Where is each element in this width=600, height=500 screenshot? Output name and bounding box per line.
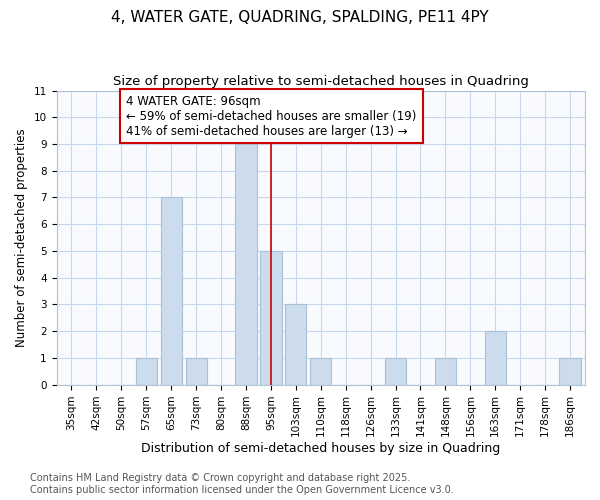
Bar <box>435 358 456 384</box>
Bar <box>385 358 406 384</box>
Text: 4 WATER GATE: 96sqm
← 59% of semi-detached houses are smaller (19)
41% of semi-d: 4 WATER GATE: 96sqm ← 59% of semi-detach… <box>127 94 417 138</box>
Y-axis label: Number of semi-detached properties: Number of semi-detached properties <box>15 128 28 347</box>
Bar <box>185 358 207 384</box>
Bar <box>559 358 581 384</box>
Bar <box>310 358 331 384</box>
Bar <box>285 304 307 384</box>
Bar <box>260 251 281 384</box>
Bar <box>485 331 506 384</box>
Bar <box>161 198 182 384</box>
Title: Size of property relative to semi-detached houses in Quadring: Size of property relative to semi-detach… <box>113 75 529 88</box>
Bar <box>136 358 157 384</box>
X-axis label: Distribution of semi-detached houses by size in Quadring: Distribution of semi-detached houses by … <box>141 442 500 455</box>
Bar <box>235 144 257 384</box>
Text: 4, WATER GATE, QUADRING, SPALDING, PE11 4PY: 4, WATER GATE, QUADRING, SPALDING, PE11 … <box>111 10 489 25</box>
Text: Contains HM Land Registry data © Crown copyright and database right 2025.
Contai: Contains HM Land Registry data © Crown c… <box>30 474 454 495</box>
